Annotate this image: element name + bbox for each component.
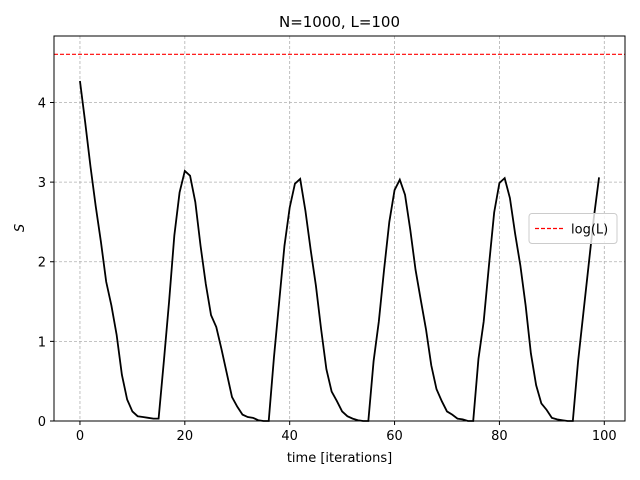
y-tick-label: 3 <box>38 176 46 191</box>
x-tick-label: 0 <box>76 429 84 444</box>
y-tick-label: 4 <box>38 96 46 111</box>
y-tick-label: 0 <box>38 415 46 430</box>
y-axis-label: S <box>13 224 28 232</box>
y-tick-label: 2 <box>38 256 46 271</box>
y-tick-label: 1 <box>38 335 46 350</box>
x-tick-label: 20 <box>177 429 194 444</box>
x-tick-label: 60 <box>386 429 403 444</box>
x-axis-label: time [iterations] <box>287 451 392 466</box>
legend-label: log(L) <box>571 223 608 238</box>
axes-frame <box>53 35 626 422</box>
chart-title: N=1000, L=100 <box>279 13 400 31</box>
x-tick-label: 100 <box>592 429 617 444</box>
data-line <box>79 80 600 422</box>
x-tick-label: 40 <box>281 429 298 444</box>
x-tick-label: 80 <box>491 429 508 444</box>
legend-box <box>528 213 618 244</box>
